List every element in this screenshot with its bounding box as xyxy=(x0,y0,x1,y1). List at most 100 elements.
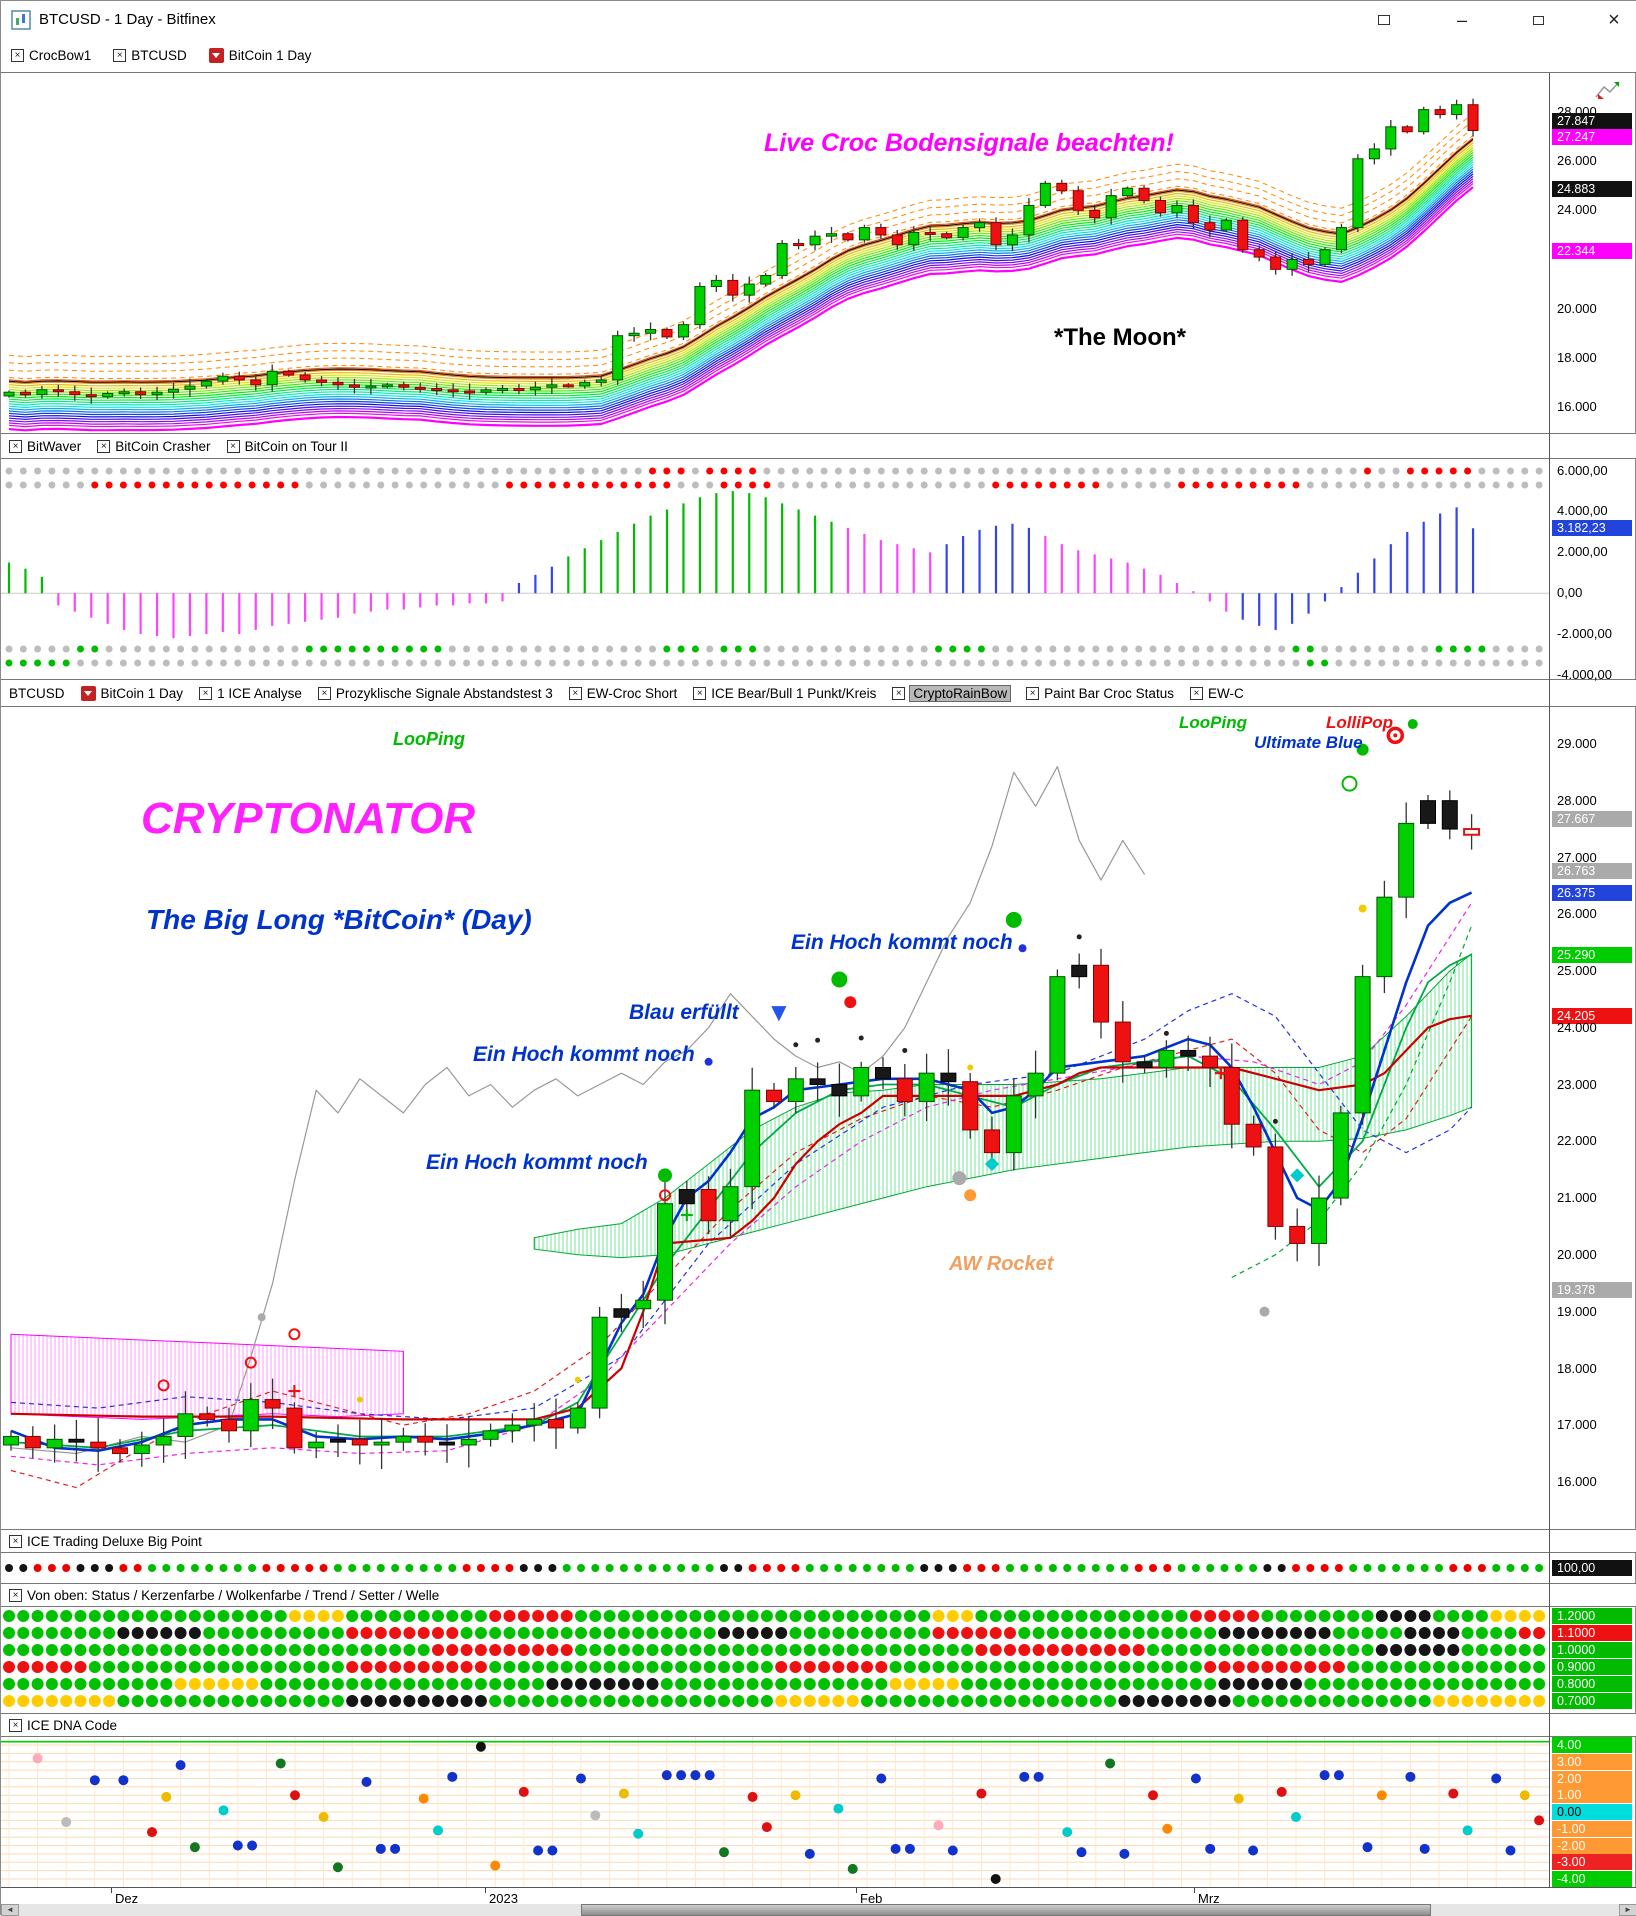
price-label: 23.000 xyxy=(1557,1077,1597,1092)
checkbox-icon[interactable]: × xyxy=(199,686,213,700)
indicator-label[interactable]: ICE DNA Code xyxy=(27,1717,118,1733)
price-label: 20.000 xyxy=(1557,301,1597,316)
checkbox-icon[interactable]: × xyxy=(97,439,111,453)
indicator-label[interactable]: EW-C xyxy=(1207,685,1244,701)
price-label: 100,00 xyxy=(1552,1560,1632,1576)
horizontal-scrollbar[interactable]: ◄ ► xyxy=(1,1904,1636,1916)
price-label: 0.00 xyxy=(1552,1804,1632,1820)
price-label: 27.667 xyxy=(1552,811,1632,827)
price-label: 19.000 xyxy=(1557,1304,1597,1319)
time-tick xyxy=(485,1888,486,1893)
symbol-dropdown-icon[interactable] xyxy=(208,47,224,63)
price-label: 1.00 xyxy=(1552,1787,1632,1803)
price-label: 16.000 xyxy=(1557,399,1597,414)
indicator-item: × CrocBow1 xyxy=(11,48,91,63)
indicator-item: BTCUSD xyxy=(9,686,65,701)
indicator-item: × ICE Bear/Bull 1 Punkt/Kreis xyxy=(693,686,876,701)
price-axis[interactable]: 28.000 27.847 27.247 26.000 24.883 24.000 22.3… xyxy=(1549,73,1636,1904)
price-label: -2.00 xyxy=(1552,1838,1632,1854)
price-label: 21.000 xyxy=(1557,1190,1597,1205)
indicator-label[interactable]: BitCoin 1 Day xyxy=(228,47,312,63)
checkbox-icon[interactable]: × xyxy=(1189,686,1203,700)
price-label: 29.000 xyxy=(1557,736,1597,751)
indicator-item: BitCoin 1 Day xyxy=(80,685,184,701)
price-label: 22.344 xyxy=(1552,243,1632,259)
indicator-label[interactable]: BTCUSD xyxy=(9,685,65,701)
indicator-label[interactable]: CryptoRainBow xyxy=(909,684,1012,702)
float-window-button[interactable] xyxy=(1369,8,1399,32)
time-label: 2023 xyxy=(489,1891,518,1906)
price-label: 18.000 xyxy=(1557,350,1597,365)
indicator-label[interactable]: BitWaver xyxy=(27,438,82,454)
checkbox-icon[interactable]: × xyxy=(9,439,22,453)
indicator-label[interactable]: BitCoin 1 Day xyxy=(100,685,184,701)
dna-code-panel[interactable] xyxy=(1,1737,1549,1887)
panel2-header: × BitWaver × BitCoin Crasher × BitCoin on Tou… xyxy=(1,433,1636,459)
indicator-item: × Von oben: Status / Kerzenfarbe / Wolken… xyxy=(9,1588,439,1603)
price-label: 17.000 xyxy=(1557,1417,1597,1432)
indicator-label[interactable]: Prozyklische Signale Abstandstest 3 xyxy=(335,685,553,701)
indicator-item: × ICE Trading Deluxe Big Point xyxy=(9,1534,202,1549)
price-chart-main[interactable] xyxy=(1,707,1549,1529)
price-label: 26.375 xyxy=(1552,885,1632,901)
checkbox-icon[interactable]: × xyxy=(1026,686,1040,700)
indicator-label[interactable]: 1 ICE Analyse xyxy=(217,685,302,701)
indicator-item: × EW-C xyxy=(1189,685,1244,701)
maximize-button[interactable] xyxy=(1523,8,1553,32)
scale-arrows-icon[interactable] xyxy=(1594,79,1624,103)
indicator-item: × ICE DNA Code xyxy=(9,1718,117,1733)
minimize-button[interactable]: – xyxy=(1456,9,1467,30)
time-axis[interactable]: Dez 2023 Feb Mrz xyxy=(1,1887,1636,1906)
scroll-right-button[interactable]: ► xyxy=(1619,1904,1636,1916)
price-label: -4.000,00 xyxy=(1557,667,1612,682)
indicator-item: BitCoin 1 Day xyxy=(208,47,312,63)
indicator-item: × 1 ICE Analyse xyxy=(199,686,302,701)
checkbox-icon[interactable]: × xyxy=(113,48,127,62)
checkbox-icon[interactable]: × xyxy=(9,1588,22,1602)
indicator-label[interactable]: BitCoin Crasher xyxy=(115,438,211,454)
scroll-left-button[interactable]: ◄ xyxy=(1,1904,19,1916)
checkbox-icon[interactable]: × xyxy=(892,686,906,700)
checkbox-icon[interactable]: × xyxy=(693,686,707,700)
title-bar: BTCUSD - 1 Day - Bitfinex – × xyxy=(1,1,1636,38)
big-point-panel[interactable] xyxy=(1,1553,1549,1583)
indicator-label[interactable]: BitCoin on Tour II xyxy=(244,438,348,454)
time-label: Feb xyxy=(860,1891,883,1906)
price-label: 1.1000 xyxy=(1552,1625,1632,1641)
price-label: 22.000 xyxy=(1557,1133,1597,1148)
close-button[interactable]: × xyxy=(1608,8,1620,31)
indicator-item: × CryptoRainBow xyxy=(892,684,1012,702)
indicator-label[interactable]: CrocBow1 xyxy=(29,47,92,63)
price-label: 26.000 xyxy=(1557,906,1597,921)
price-label: 0.7000 xyxy=(1552,1693,1632,1709)
price-label: 24.000 xyxy=(1557,1020,1597,1035)
indicator-item: × Prozyklische Signale Abstandstest 3 xyxy=(317,685,553,701)
time-label: Mrz xyxy=(1198,1891,1220,1906)
checkbox-icon[interactable]: × xyxy=(226,439,240,453)
symbol-dropdown-icon[interactable] xyxy=(80,685,96,701)
checkbox-icon[interactable]: × xyxy=(568,686,582,700)
price-label: 2.000,00 xyxy=(1557,544,1608,559)
price-label: 24.000 xyxy=(1557,202,1597,217)
indicator-label[interactable]: ICE Bear/Bull 1 Punkt/Kreis xyxy=(711,685,877,701)
checkbox-icon[interactable]: × xyxy=(9,1534,22,1548)
oscillator-panel[interactable] xyxy=(1,459,1549,679)
price-label: 3.182,23 xyxy=(1552,520,1632,536)
indicator-label[interactable]: Von oben: Status / Kerzenfarbe / Wolkenf… xyxy=(27,1587,440,1603)
scrollbar-thumb[interactable] xyxy=(581,1904,1431,1916)
indicator-item: × BitWaver xyxy=(9,439,81,454)
indicator-label[interactable]: BTCUSD xyxy=(131,47,187,63)
app-icon xyxy=(11,9,31,30)
checkbox-icon[interactable]: × xyxy=(11,48,24,62)
indicator-item: × Paint Bar Croc Status xyxy=(1026,686,1174,701)
indicator-label[interactable]: Paint Bar Croc Status xyxy=(1044,685,1174,701)
indicator-label[interactable]: ICE Trading Deluxe Big Point xyxy=(27,1533,202,1549)
price-label: -1.00 xyxy=(1552,1821,1632,1837)
indicator-label[interactable]: EW-Croc Short xyxy=(586,685,678,701)
checkbox-icon[interactable]: × xyxy=(317,686,331,700)
checkbox-icon[interactable]: × xyxy=(9,1718,22,1732)
status-rows-panel[interactable] xyxy=(1,1607,1549,1713)
price-chart-top[interactable] xyxy=(1,73,1549,433)
price-label: 20.000 xyxy=(1557,1247,1597,1262)
price-label: 3.00 xyxy=(1552,1754,1632,1770)
